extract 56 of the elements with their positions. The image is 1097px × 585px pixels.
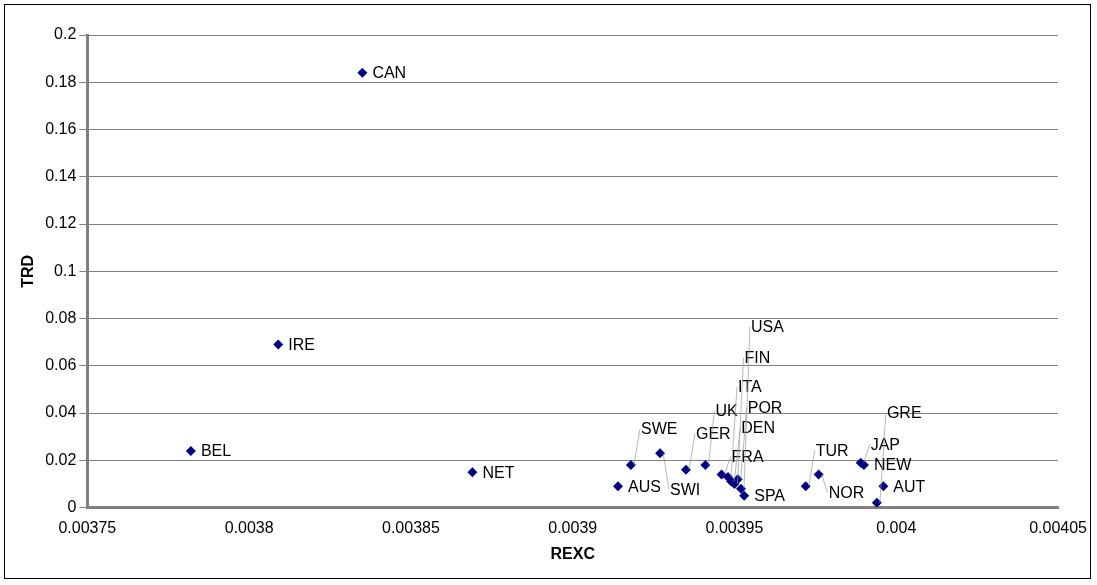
y-tick-label: 0.02 xyxy=(45,450,77,468)
annotation: AUT xyxy=(893,477,926,495)
x-tick-label: 0.0038 xyxy=(224,518,274,536)
annotation: NET xyxy=(482,463,515,481)
point xyxy=(680,464,691,475)
point xyxy=(735,483,746,494)
annotation: USA xyxy=(750,318,785,336)
annotation: SWE xyxy=(640,420,678,438)
annotation: GER xyxy=(695,425,731,443)
point xyxy=(700,460,711,471)
y-tick-label: 0.04 xyxy=(45,403,77,421)
y-tick-label: 0.12 xyxy=(45,214,77,232)
point xyxy=(625,460,636,471)
annotation: GRE xyxy=(886,404,922,422)
x-tick-label: 0.00375 xyxy=(58,518,117,536)
x-tick-label: 0.00385 xyxy=(382,518,440,536)
annotation: FRA xyxy=(731,447,764,465)
annotation: AUS xyxy=(628,477,661,495)
y-tick-label: 0.18 xyxy=(45,72,77,90)
annotation: JAP xyxy=(870,436,901,454)
annotation: NOR xyxy=(828,483,865,501)
x-axis-title: REXC xyxy=(550,544,596,562)
annotation: BEL xyxy=(200,442,232,460)
x-tick-label: 0.00405 xyxy=(1029,518,1088,536)
point xyxy=(613,481,624,492)
point xyxy=(185,445,196,456)
annotation: ITA xyxy=(738,378,763,396)
y-tick-label: 0.2 xyxy=(54,25,77,43)
y-tick-label: 0.1 xyxy=(54,261,77,279)
annotation: DEN xyxy=(741,419,776,437)
x-tick-label: 0.00395 xyxy=(705,518,764,536)
point xyxy=(357,67,368,78)
point xyxy=(800,481,811,492)
point xyxy=(871,497,882,508)
y-tick-label: 0.16 xyxy=(45,119,77,137)
point xyxy=(739,490,750,501)
annotation: SWI xyxy=(670,480,701,498)
point xyxy=(813,469,824,480)
point xyxy=(655,448,666,459)
x-tick-label: 0.0039 xyxy=(548,518,598,536)
annotation: CAN xyxy=(372,64,407,82)
annotation: POR xyxy=(747,398,783,416)
annotation: NEW xyxy=(873,456,913,474)
x-tick-label: 0.004 xyxy=(876,518,917,536)
point xyxy=(467,467,478,478)
annotation: UK xyxy=(715,402,738,420)
point xyxy=(273,339,284,350)
y-tick-label: 0.08 xyxy=(45,308,77,326)
y-axis-title: TRD xyxy=(19,254,37,288)
annotation: FIN xyxy=(744,349,771,367)
y-tick-label: 0 xyxy=(67,498,77,516)
annotation: IRE xyxy=(288,335,315,353)
annotation: SPA xyxy=(754,487,786,505)
y-tick-label: 0.14 xyxy=(45,167,77,185)
y-tick-label: 0.06 xyxy=(45,356,77,374)
annotation: TUR xyxy=(815,441,849,459)
